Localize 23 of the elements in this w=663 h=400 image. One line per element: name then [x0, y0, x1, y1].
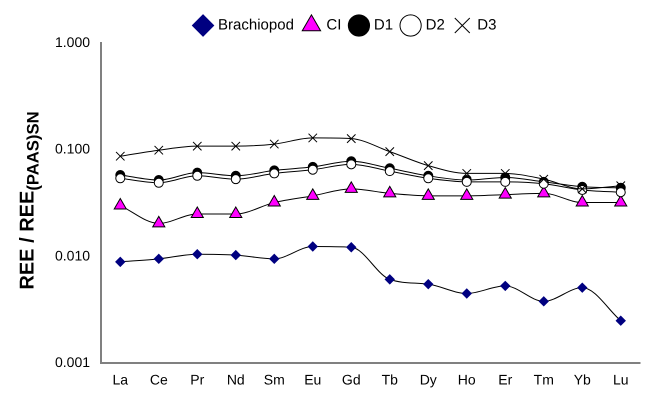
x-tick-label: Yb — [574, 371, 592, 388]
x-tick-label: Ho — [458, 371, 476, 388]
y-tick-label: 0.010 — [54, 247, 90, 264]
legend-label: D1 — [374, 16, 394, 34]
x-tick-label: Tm — [534, 371, 554, 388]
y-tick-label: 1.000 — [54, 34, 90, 50]
legend-label: D3 — [477, 16, 496, 34]
legend-label: Brachiopod — [218, 16, 294, 34]
x-tick-label: Tb — [382, 371, 398, 388]
x-tick-label: Nd — [226, 371, 245, 388]
y-tick-label: 0.001 — [54, 354, 90, 370]
x-tick-label: Ce — [150, 371, 168, 388]
x-tick-label: Er — [498, 371, 513, 388]
legend-label: D2 — [426, 16, 445, 34]
legend-label: CI — [326, 16, 342, 34]
x-tick-label: La — [112, 371, 128, 388]
x-tick-label: Gd — [342, 371, 361, 388]
x-tick-label: Lu — [612, 371, 629, 388]
x-tick-label: Pr — [190, 371, 205, 388]
y-tick-label: 0.100 — [54, 140, 90, 157]
x-tick-label: Sm — [264, 371, 285, 388]
x-tick-label: Dy — [420, 371, 437, 388]
x-tick-label: Eu — [304, 371, 322, 388]
